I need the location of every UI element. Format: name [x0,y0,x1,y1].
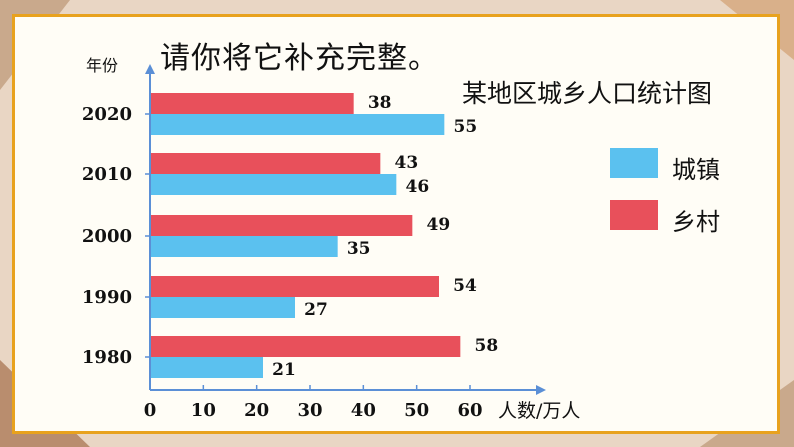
legend-swatch-urban [610,148,658,178]
bar-rural-value-label: 54 [453,276,477,296]
y-category-label: 1980 [82,347,132,368]
x-axis-arrow [536,385,546,395]
y-axis-arrow [145,64,155,74]
bar-urban [151,297,295,318]
bar-rural-value-label: 43 [394,153,418,173]
bar-urban-value-label: 35 [347,239,371,259]
x-tick-label: 30 [297,400,322,421]
x-tick-label: 40 [351,400,376,421]
y-category-label: 2010 [82,164,132,185]
bar-rural-value-label: 58 [474,336,498,356]
bar-urban [151,174,397,195]
bar-rural [151,276,439,297]
legend-label-rural: 乡村 [672,208,720,236]
bar-rural [151,153,381,174]
bar-rural-value-label: 38 [368,93,392,113]
bar-urban [151,357,263,378]
chart-title: 某地区城乡人口统计图 [462,79,713,108]
bar-rural [151,93,354,114]
bar-rural-value-label: 49 [426,215,450,235]
x-tick-label: 10 [191,400,216,421]
x-axis-label: 人数/万人 [498,400,581,422]
bar-urban-value-label: 55 [453,117,477,137]
prompt-text: 请你将它补充完整。 [160,41,439,76]
x-tick-label: 60 [457,400,482,421]
bar-urban-value-label: 46 [405,177,429,197]
bar-urban [151,236,338,257]
legend-label-urban: 城镇 [672,156,720,184]
x-tick-label: 0 [144,400,157,421]
y-category-label: 2020 [82,104,132,125]
bar-urban [151,114,445,135]
x-tick-label: 50 [404,400,429,421]
bar-urban-value-label: 21 [272,360,296,380]
y-category-label: 1990 [82,287,132,308]
x-tick-label: 20 [244,400,269,421]
bar-urban-value-label: 27 [304,300,328,320]
bar-rural [151,215,413,236]
y-axis-label: 年份 [86,56,119,75]
y-category-label: 2000 [82,226,132,247]
legend-swatch-rural [610,200,658,230]
bar-rural [151,336,461,357]
